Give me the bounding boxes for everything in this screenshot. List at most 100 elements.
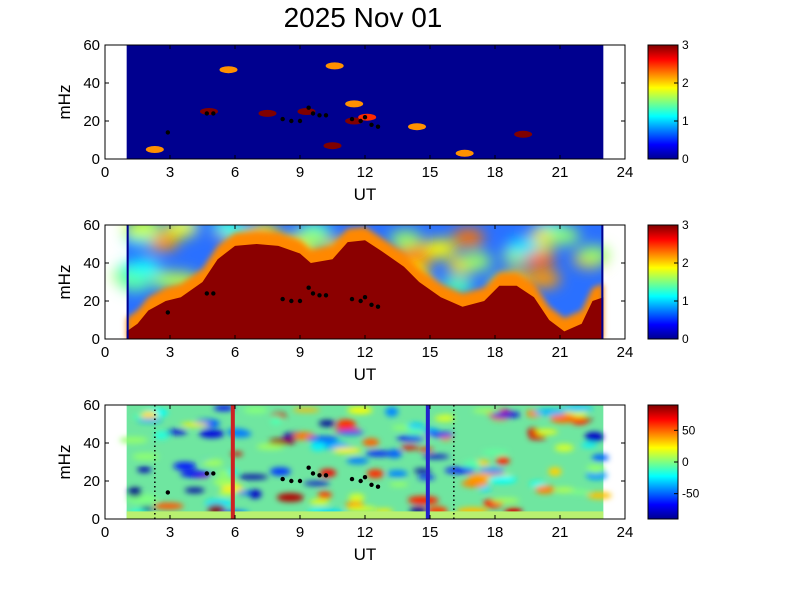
heatmap-blob (166, 429, 188, 435)
heatmap-blob (481, 449, 509, 455)
x-axis-label: UT (354, 545, 377, 564)
heatmap-blob (591, 454, 609, 462)
data-marker (289, 478, 294, 484)
heatmap-blob (554, 444, 574, 452)
heatmap-blob (561, 405, 594, 412)
y-tick-label: 40 (83, 255, 100, 272)
y-axis-label: mHz (55, 445, 74, 480)
heatmap-blob (400, 445, 419, 450)
x-tick-label: 9 (296, 344, 304, 361)
data-marker (280, 116, 285, 122)
heatmap-blob (396, 435, 427, 441)
data-marker (297, 118, 303, 124)
x-tick-label: 12 (357, 164, 374, 181)
y-tick-label: 20 (83, 293, 100, 310)
heatmap-blob (317, 491, 332, 499)
heatmap-blob (389, 230, 422, 249)
x-tick-label: 9 (296, 524, 304, 541)
heatmap-blob (336, 419, 356, 429)
heatmap-blob (534, 429, 558, 435)
data-marker (289, 118, 294, 124)
y-tick-label: 40 (83, 75, 100, 92)
data-marker (323, 473, 329, 478)
heatmap-blob (423, 239, 456, 258)
x-tick-label: 12 (357, 524, 374, 541)
x-tick-label: 15 (422, 524, 439, 541)
heatmap-blob (569, 489, 591, 495)
panel-bottom: 0 3 6 9 12 15 18 21 24 0 20 40 60 UT mHz 50 0 -50 (55, 397, 700, 564)
heatmap-blob (346, 506, 377, 512)
data-marker (211, 471, 216, 476)
heatmap-blob (309, 499, 330, 505)
heatmap-blob (346, 457, 369, 465)
heatmap-blob (348, 493, 365, 502)
heatmap-blob (292, 407, 320, 413)
x-tick-label: 6 (231, 344, 239, 361)
heatmap-blob (180, 470, 211, 478)
colorbar-tick-label: 0 (682, 455, 689, 469)
heatmap-blob (459, 252, 492, 271)
heatmap-blob (119, 436, 148, 444)
heatmap-feature (408, 123, 426, 131)
heatmap-blob (319, 468, 337, 477)
colorbar-tick-label: 2 (682, 76, 689, 90)
heatmap-feature (345, 100, 364, 108)
heatmap-blob (153, 502, 184, 510)
data-marker (165, 130, 171, 135)
data-marker (204, 111, 210, 116)
heatmap-blob (243, 406, 269, 414)
heatmap-blob (452, 228, 485, 247)
heatmap-blob (387, 470, 408, 478)
heatmap-feature (145, 146, 164, 153)
data-marker (204, 471, 210, 476)
x-tick-label: 24 (617, 524, 634, 541)
heatmap-blob (310, 441, 326, 451)
heatmap-blob (137, 418, 163, 423)
data-marker (310, 471, 316, 476)
x-tick-label: 12 (357, 344, 374, 361)
x-tick-label: 3 (166, 164, 174, 181)
heatmap-blob (472, 408, 501, 414)
data-marker (375, 484, 381, 489)
heatmap-body (119, 405, 612, 519)
heatmap-blob (584, 431, 604, 442)
y-tick-label: 0 (92, 511, 100, 528)
x-tick-label: 9 (296, 164, 304, 181)
heatmap-feature (345, 117, 364, 125)
data-marker (323, 293, 329, 298)
colorbar-tick-label: -50 (682, 487, 700, 501)
heatmap-blob (307, 436, 339, 442)
heatmap-blob (248, 489, 262, 499)
heatmap-feature (325, 62, 344, 70)
heatmap-blob (577, 245, 610, 264)
heatmap-blob (365, 450, 393, 457)
vertical-line (230, 405, 235, 519)
colorbar (647, 404, 679, 520)
heatmap-blob (586, 464, 605, 474)
heatmap-blob (199, 429, 225, 438)
heatmap-blob (336, 430, 365, 436)
heatmap-body (126, 45, 604, 159)
x-axis-label: UT (354, 365, 377, 384)
data-marker (317, 113, 322, 118)
data-marker (297, 478, 303, 484)
data-marker (369, 122, 374, 128)
x-axis-label: UT (354, 185, 377, 204)
data-marker (306, 465, 311, 470)
heatmap-blob (385, 406, 399, 417)
heatmap-blob (587, 492, 612, 499)
heatmap-blob (180, 422, 209, 427)
y-tick-label: 0 (92, 151, 100, 168)
heatmap-blob (407, 422, 425, 429)
colorbar (647, 224, 679, 340)
heatmap-edge (601, 225, 604, 339)
x-tick-label: 18 (487, 524, 504, 541)
data-marker (204, 291, 210, 296)
heatmap-blob (122, 225, 155, 240)
heatmap-blob (424, 431, 454, 437)
heatmap-blob (407, 495, 439, 505)
heatmap-blob (332, 447, 362, 454)
data-marker (349, 296, 355, 302)
